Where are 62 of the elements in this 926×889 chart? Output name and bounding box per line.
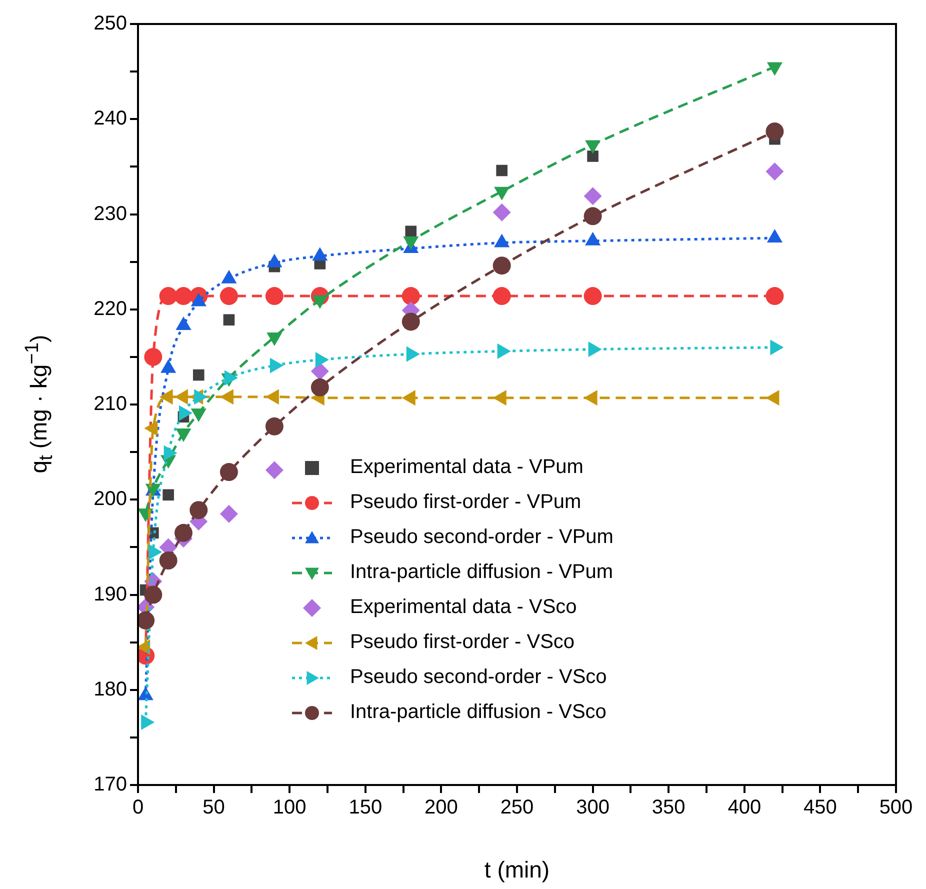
point xyxy=(223,314,235,326)
y-tick-label: 230 xyxy=(94,202,127,225)
point xyxy=(144,586,162,604)
legend-label: Experimental data - VSco xyxy=(350,596,577,619)
x-tick-label: 0 xyxy=(132,796,144,819)
x-tick-label: 50 xyxy=(202,796,225,819)
x-tick-label: 150 xyxy=(348,796,382,819)
legend-label: Pseudo second-order - VPum xyxy=(350,526,614,549)
x-tick-label: 450 xyxy=(804,796,837,819)
point xyxy=(766,287,784,306)
legend-label: Intra-particle diffusion - VSco xyxy=(350,701,606,724)
point xyxy=(159,287,178,306)
point xyxy=(310,362,329,380)
point xyxy=(584,187,602,206)
x-axis-title: t (min) xyxy=(484,856,550,883)
point xyxy=(496,164,508,176)
x-tick-label: 500 xyxy=(879,796,913,819)
point xyxy=(584,287,602,306)
point xyxy=(402,287,420,306)
point xyxy=(405,226,417,238)
point xyxy=(402,312,420,331)
x-tick-label: 300 xyxy=(576,796,610,819)
legend-label: Pseudo first-order - VSco xyxy=(350,631,575,654)
point xyxy=(220,504,238,523)
point xyxy=(174,287,192,306)
legend-label: Experimental data - VPum xyxy=(350,456,584,479)
y-tick-label: 200 xyxy=(94,488,127,510)
point xyxy=(174,524,192,542)
y-tick-label: 250 xyxy=(94,12,127,35)
legend-label: Intra-particle diffusion - VPum xyxy=(350,561,614,584)
point xyxy=(138,611,155,630)
y-tick-label: 220 xyxy=(94,298,127,320)
legend-label: Pseudo first-order - VPum xyxy=(350,491,582,514)
point xyxy=(190,501,208,520)
point xyxy=(310,378,329,396)
point xyxy=(144,348,162,366)
point xyxy=(265,287,284,306)
legend-label: Pseudo second-order - VSco xyxy=(350,666,607,689)
x-tick-label: 250 xyxy=(500,796,534,819)
point xyxy=(162,489,174,501)
y-tick-label: 170 xyxy=(94,774,127,796)
point xyxy=(492,287,511,306)
point xyxy=(766,122,784,140)
y-tick-label: 210 xyxy=(94,393,127,416)
point xyxy=(584,207,602,226)
point xyxy=(492,256,511,275)
y-tick-label: 240 xyxy=(94,108,127,130)
x-tick-label: 350 xyxy=(652,796,686,819)
y-tick-label: 190 xyxy=(94,583,127,606)
x-tick-label: 400 xyxy=(728,796,762,819)
x-tick-label: 100 xyxy=(272,796,306,819)
point xyxy=(159,552,178,570)
point xyxy=(766,162,784,180)
point xyxy=(192,369,204,381)
point xyxy=(492,203,511,222)
point xyxy=(265,461,284,480)
point xyxy=(265,417,284,436)
point xyxy=(220,463,238,482)
x-tick-label: 200 xyxy=(424,796,458,819)
point xyxy=(587,150,598,162)
point xyxy=(220,287,238,306)
y-tick-label: 180 xyxy=(94,678,127,700)
